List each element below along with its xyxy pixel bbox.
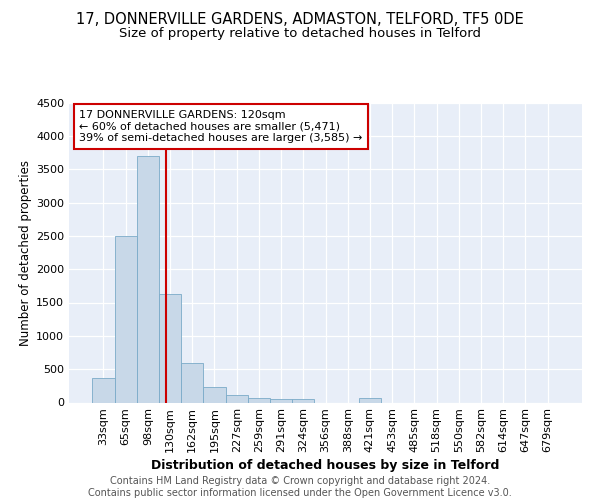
Text: 17 DONNERVILLE GARDENS: 120sqm
← 60% of detached houses are smaller (5,471)
39% : 17 DONNERVILLE GARDENS: 120sqm ← 60% of … (79, 110, 362, 143)
Bar (270, 399, 292, 402)
Bar (248, 398, 270, 402)
Y-axis label: Number of detached properties: Number of detached properties (19, 160, 32, 346)
Text: Contains HM Land Registry data © Crown copyright and database right 2024.
Contai: Contains HM Land Registry data © Crown c… (88, 476, 512, 498)
X-axis label: Distribution of detached houses by size in Telford: Distribution of detached houses by size … (151, 460, 500, 472)
Bar (92, 378, 115, 402)
Bar (203, 386, 226, 402)
Text: Size of property relative to detached houses in Telford: Size of property relative to detached ho… (119, 28, 481, 40)
Bar (292, 399, 314, 402)
Bar (137, 156, 159, 402)
Bar (359, 398, 381, 402)
Bar (226, 395, 248, 402)
Bar (115, 236, 137, 402)
Text: 17, DONNERVILLE GARDENS, ADMASTON, TELFORD, TF5 0DE: 17, DONNERVILLE GARDENS, ADMASTON, TELFO… (76, 12, 524, 28)
Bar (181, 362, 203, 403)
Bar (159, 294, 181, 403)
